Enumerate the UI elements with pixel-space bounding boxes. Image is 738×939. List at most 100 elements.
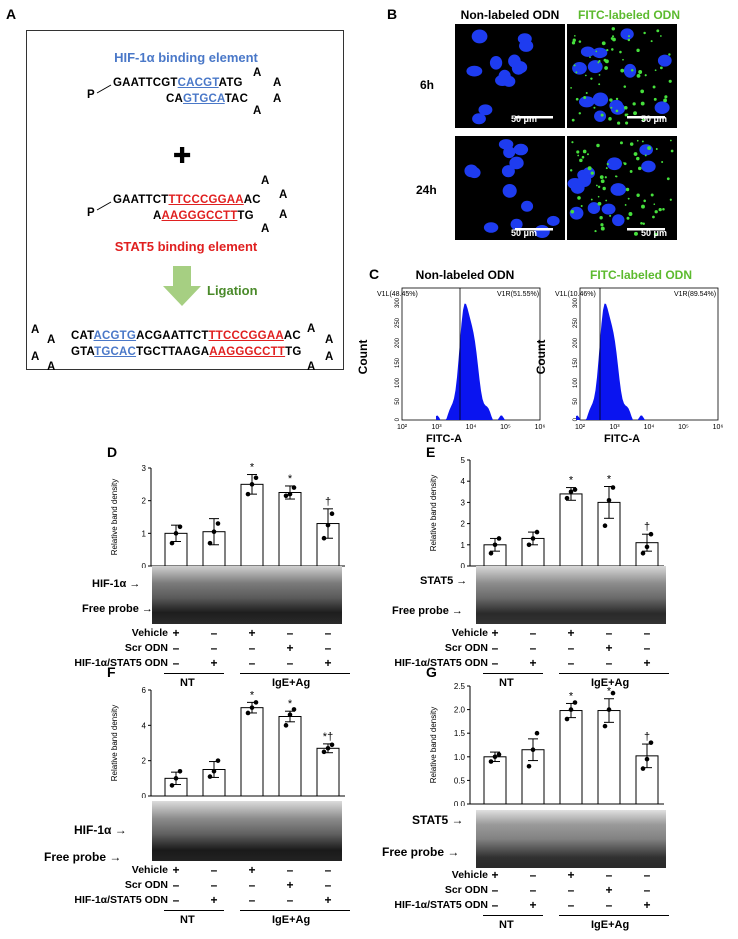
condition-row-label: Scr ODN xyxy=(444,884,488,896)
fitc-spot xyxy=(611,35,615,38)
data-point xyxy=(215,758,221,763)
condition-row-label: Vehicle xyxy=(131,627,168,639)
fitc-spot xyxy=(582,149,587,154)
condition-sign: + xyxy=(172,626,180,640)
data-point xyxy=(568,707,574,712)
fitc-spot xyxy=(571,118,575,122)
fitc-spot xyxy=(636,193,640,197)
condition-row-label: Vehicle xyxy=(451,869,488,881)
fitc-spot xyxy=(597,61,600,64)
data-point xyxy=(253,700,259,705)
fitc-spot xyxy=(590,171,594,175)
nucleus xyxy=(641,160,656,173)
fitc-spot xyxy=(583,95,587,100)
data-point xyxy=(640,550,646,556)
fitc-spot xyxy=(663,98,667,103)
flow-xtick: 10³ xyxy=(431,424,442,431)
fitc-spot xyxy=(586,153,589,156)
condition-row-label: Scr ODN xyxy=(124,642,168,654)
data-point xyxy=(173,776,179,781)
flow-ytick: 0 xyxy=(395,417,401,421)
microscopy-col1: Non-labeled ODN xyxy=(460,8,560,22)
fitc-spot xyxy=(652,215,655,219)
y-tick-label: 1.0 xyxy=(454,753,466,762)
fitc-spot xyxy=(595,50,598,53)
gel-free-probe-label: Free probe → xyxy=(392,605,463,617)
gel-band-label: HIF-1α → xyxy=(74,823,127,837)
ligated-bottom-strand: GTATGCACTGCTTAAGAAAGGGCCTTTG xyxy=(71,346,302,358)
flow-xtick: 10⁵ xyxy=(500,424,511,431)
flow-ytick: 50 xyxy=(573,397,579,404)
nucleus xyxy=(587,60,603,74)
fitc-spot xyxy=(602,186,606,191)
fitc-spot xyxy=(668,53,671,56)
fitc-spot xyxy=(626,113,629,116)
fitc-spot xyxy=(654,210,658,214)
bar-chart-e: 0 1 2 3 4 5 Relative band density * * † xyxy=(429,456,664,568)
y-tick-label: 1 xyxy=(461,541,466,550)
fitc-spot xyxy=(585,91,588,94)
bar xyxy=(240,483,264,567)
fitc-spot xyxy=(570,169,573,172)
condition-row-label: Scr ODN xyxy=(124,879,168,891)
fitc-spot xyxy=(615,97,619,101)
condition-sign: – xyxy=(248,656,256,670)
y-tick-label: 1 xyxy=(142,529,147,538)
fitc-spot xyxy=(595,184,598,187)
fitc-spot xyxy=(572,38,576,42)
scale-bar xyxy=(515,228,553,231)
condition-sign: + xyxy=(324,656,332,670)
y-tick-label: 0 xyxy=(142,562,147,568)
condition-sign: + xyxy=(210,656,218,670)
panel-a-box: HIF-1α binding element GAATTCGTCACGTATG … xyxy=(26,30,344,373)
condition-sign: – xyxy=(643,868,651,882)
flow-ytick: 300 xyxy=(395,297,401,308)
nucleus xyxy=(468,167,481,179)
fitc-spot xyxy=(577,196,581,200)
fitc-spot xyxy=(609,98,613,102)
nucleus xyxy=(489,55,503,70)
significance-mark: * xyxy=(250,462,255,474)
fitc-spot xyxy=(578,112,582,115)
loop-a: A xyxy=(325,334,334,346)
nucleus xyxy=(519,39,534,52)
data-point xyxy=(572,700,578,705)
data-point xyxy=(283,493,289,499)
data-point xyxy=(644,544,650,550)
data-point xyxy=(329,742,335,748)
fitc-spot xyxy=(584,74,587,77)
fitc-spot xyxy=(590,198,593,201)
fitc-spot xyxy=(599,175,604,179)
fitc-spot xyxy=(600,223,604,227)
flow-xtick: 10³ xyxy=(609,424,620,431)
condition-sign: – xyxy=(567,641,575,655)
fitc-spot xyxy=(604,66,608,70)
data-point xyxy=(644,756,650,762)
nucleus xyxy=(594,110,607,122)
gel-band-label: STAT5 → xyxy=(420,575,468,587)
condition-row-label: HIF-1α/STAT5 ODN xyxy=(74,657,168,669)
condition-sign: – xyxy=(172,878,180,892)
fitc-spot xyxy=(622,58,624,61)
condition-sign: – xyxy=(286,863,294,877)
scale-bar-label: 50 μm xyxy=(641,228,668,238)
fitc-spot xyxy=(623,162,627,166)
y-tick-label: 2.5 xyxy=(454,682,466,691)
data-point xyxy=(253,475,259,481)
nucleus xyxy=(623,63,637,78)
flow-ytick: 250 xyxy=(395,317,401,328)
y-tick-label: 2 xyxy=(461,520,466,529)
nucleus xyxy=(466,65,483,77)
nucleus xyxy=(510,218,523,231)
fitc-spot xyxy=(612,37,616,42)
nucleus xyxy=(501,165,515,178)
data-point xyxy=(606,497,612,503)
flow-xtick: 10² xyxy=(397,424,408,431)
fitc-spot xyxy=(637,166,642,171)
condition-sign: + xyxy=(248,626,256,640)
ligated-top-strand: CATACGTGACGAATTCTTTCCCGGAAAC xyxy=(71,330,301,342)
data-point xyxy=(572,487,578,492)
y-tick-label: 5 xyxy=(461,456,466,465)
flow-gate-label: V1R(89.54%) xyxy=(674,291,717,298)
fitc-spot xyxy=(573,64,576,67)
